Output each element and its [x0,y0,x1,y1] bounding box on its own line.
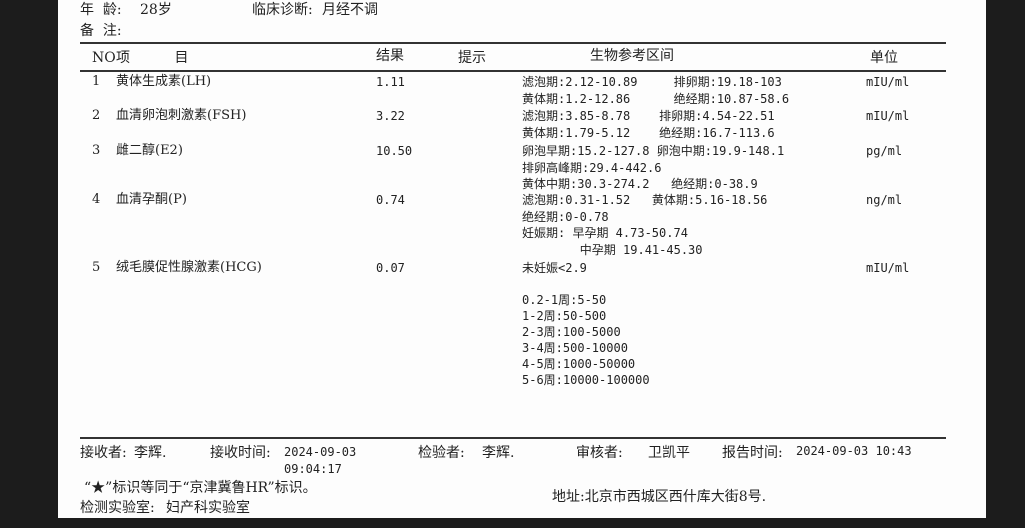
lab-value: 妇产科实验室 [166,500,250,516]
row-reference-line: 5-6周:10000-100000 [522,373,650,387]
row-no: 3 [92,143,101,158]
receiver-value: 李辉. [134,445,167,461]
address: 地址:北京市西城区西什库大街8号. [552,489,767,505]
header-result: 结果 [376,48,404,64]
divider [80,437,946,439]
reviewer-label: 审核者: [576,445,623,461]
receiver-label: 接收者: [80,445,127,461]
inspector-value: 李辉. [482,445,515,461]
row-reference-line: 滤泡期:0.31-1.52 黄体期:5.16-18.56 [522,193,768,207]
row-reference-line: 未妊娠<2.9 [522,261,587,275]
row-reference-line: 滤泡期:3.85-8.78 排卵期:4.54-22.51 [522,109,775,123]
row-reference-line: 黄体期:1.2-12.86 绝经期:10.87-58.6 [522,91,790,106]
row-item: 绒毛膜促性腺激素(HCG) [116,260,262,275]
star-note: “★”标识等同于“京津冀鲁HR”标识。 [84,480,317,496]
receive-time: 09:04:17 [284,462,342,476]
header-unit: 单位 [870,50,898,66]
receive-time-label: 接收时间: [210,445,271,461]
row-item: 血清卵泡刺激素(FSH) [116,108,247,123]
row-unit: mIU/ml [866,109,910,123]
remark-label: 备 注: [80,23,122,39]
divider [80,70,946,72]
row-result: 1.11 [376,75,405,89]
divider [80,42,946,44]
row-result: 10.50 [376,144,413,158]
header-no: NO [92,50,116,66]
row-result: 0.74 [376,193,405,207]
row-reference-line: 排卵高峰期:29.4-442.6 [522,160,662,175]
row-no: 5 [92,260,101,275]
row-reference-line: 滤泡期:2.12-10.89 排卵期:19.18-103 [522,75,782,89]
row-item: 血清孕酮(P) [116,192,187,207]
row-result: 3.22 [376,109,405,123]
row-reference-line: 中孕期 19.41-45.30 [522,242,703,257]
row-unit: ng/ml [866,193,903,207]
row-item: 黄体生成素(LH) [116,74,212,89]
row-reference-line: 黄体期:1.79-5.12 绝经期:16.7-113.6 [522,125,775,140]
row-reference-line: 4-5周:1000-50000 [522,357,636,371]
row-unit: mIU/ml [866,261,910,275]
row-reference-line: 3-4周:500-10000 [522,341,628,355]
row-no: 2 [92,108,101,123]
reviewer-value: 卫凯平 [648,445,690,461]
diagnosis-value: 月经不调 [322,2,378,18]
lab-report-page: 年 龄: 28岁 临床诊断: 月经不调 备 注: NO 项 目 结果 提示 生物… [58,0,986,518]
header-reference: 生物参考区间 [590,48,674,64]
age-value: 28岁 [140,2,172,18]
header-hint: 提示 [458,50,486,66]
header-item: 项 目 [116,50,189,66]
row-unit: pg/ml [866,144,903,158]
row-reference-line: 绝经期:0-0.78 [522,209,609,224]
row-unit: mIU/ml [866,75,910,89]
report-time-label: 报告时间: [722,445,783,461]
row-no: 1 [92,74,101,89]
row-reference-line: 妊娠期: 早孕期 4.73-50.74 [522,226,688,240]
row-no: 4 [92,192,101,207]
row-reference-line: 黄体中期:30.3-274.2 绝经期:0-38.9 [522,177,758,191]
inspector-label: 检验者: [418,445,465,461]
lab-label: 检测实验室: [80,500,155,516]
report-time: 2024-09-03 10:43 [796,444,912,458]
row-reference-line: 2-3周:100-5000 [522,325,621,339]
diagnosis-label: 临床诊断: [252,2,313,18]
age-label: 年 龄: [80,2,122,18]
row-result: 0.07 [376,261,405,275]
row-reference-line: 卵泡早期:15.2-127.8 卵泡中期:19.9-148.1 [522,144,785,158]
row-reference-line: 0.2-1周:5-50 [522,293,607,307]
row-item: 雌二醇(E2) [116,143,183,158]
receive-date: 2024-09-03 [284,445,357,459]
row-reference-line: 1-2周:50-500 [522,309,607,323]
